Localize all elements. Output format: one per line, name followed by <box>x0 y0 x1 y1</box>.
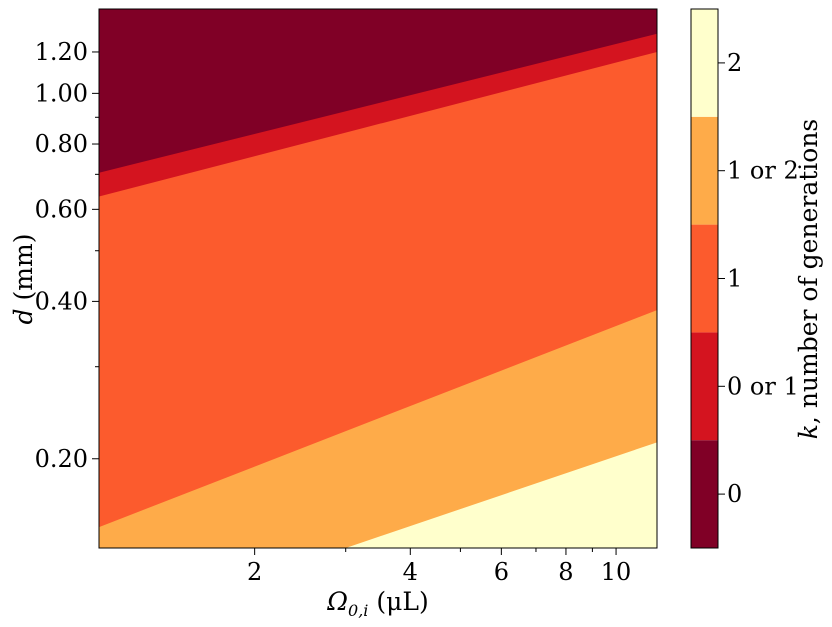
y-tick-label: 1.00 <box>35 79 88 107</box>
x-tick-label: 2 <box>247 558 262 586</box>
x-tick-label: 10 <box>601 558 632 586</box>
region-1-or-2 <box>99 310 657 548</box>
x-axis-label-subscript: 0,i <box>348 601 368 620</box>
y-tick-label: 1.20 <box>35 38 88 66</box>
colorbar-tick-label: 1 or 2 <box>727 157 799 185</box>
colorbar-segment-1 <box>691 224 718 333</box>
x-axis-label: Ω0,i (μL) <box>326 587 428 620</box>
colorbar-tick-label: 1 <box>727 265 742 293</box>
x-tick-label: 8 <box>558 558 573 586</box>
y-tick-label: 0.60 <box>35 195 88 223</box>
colorbar-tick-label: 2 <box>727 49 742 77</box>
y-axis-label-unit: (mm) <box>9 234 38 309</box>
y-tick-label: 0.20 <box>35 445 88 473</box>
region-2 <box>99 442 657 548</box>
x-axis-label-symbol: Ω <box>326 587 348 616</box>
y-tick-label: 0.40 <box>35 287 88 315</box>
colorbar-tick-label: 0 or 1 <box>727 372 799 400</box>
colorbar: 0 0 or 1 1 1 or 2 2 <box>690 8 799 549</box>
colorbar-segment-2 <box>691 9 718 117</box>
x-axis: 2 4 6 8 10 <box>247 548 631 586</box>
colorbar-label-text: , number of generations <box>794 119 823 424</box>
colorbar-label-symbol: k <box>794 424 823 439</box>
plot-regions <box>99 9 657 548</box>
y-axis-label-symbol: d <box>9 308 38 324</box>
colorbar-label: k, number of generations <box>794 119 823 439</box>
colorbar-segment-0-or-1 <box>691 332 718 441</box>
x-tick-label: 4 <box>403 558 418 586</box>
y-axis-label: d (mm) <box>9 234 38 325</box>
colorbar-tick-label: 0 <box>727 480 742 508</box>
x-axis-label-unit: (μL) <box>368 587 428 616</box>
y-axis: 0.20 0.40 0.60 0.80 1.00 1.20 <box>35 38 99 473</box>
colorbar-segment-0 <box>691 440 718 548</box>
x-tick-label: 6 <box>494 558 509 586</box>
plot-frame <box>98 8 658 549</box>
colorbar-segment-1-or-2 <box>691 116 718 225</box>
y-tick-label: 0.80 <box>35 130 88 158</box>
